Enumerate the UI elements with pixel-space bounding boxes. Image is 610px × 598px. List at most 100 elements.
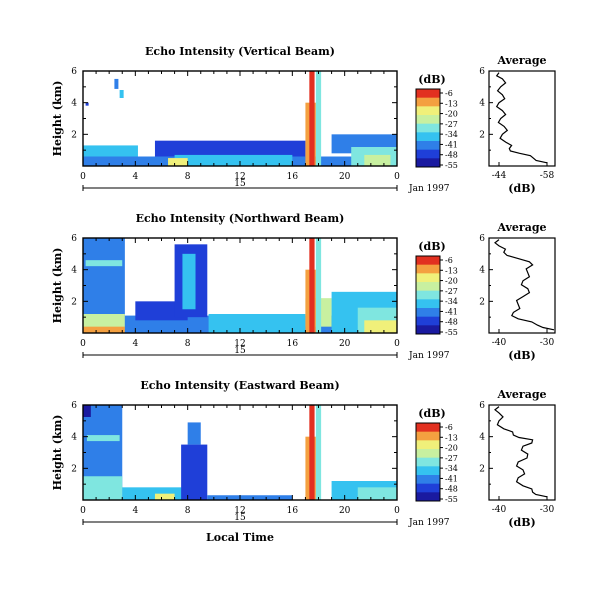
avg-y-tick-label: 2 [479,464,485,474]
avg-panel-2-frame [488,404,556,501]
colorbar-tick-label: -34 [445,130,458,139]
x-tick-label: 0 [80,339,86,349]
x-tick-label: 0 [394,172,400,182]
date-month-label: Jan 1997 [408,518,450,528]
colorbar-segment [416,308,440,318]
colorbar-unit: (dB) [418,407,445,420]
colorbar-tick-label: -27 [445,120,458,129]
avg-y-tick-label: 4 [479,433,485,443]
y-tick-label: 6 [71,401,77,411]
echo-patch [187,422,201,445]
colorbar-segment [416,483,440,493]
echo-patch [85,260,123,267]
colorbar-tick-label: -34 [445,297,458,306]
date-month-label: Jan 1997 [408,351,450,361]
x-tick-label: 16 [287,506,299,516]
panel-2-title: Echo Intensity (Eastward Beam) [140,379,339,392]
avg-panel-1-frame [488,237,556,334]
colorbar-tick-label: -41 [445,307,458,316]
avg-x-tick-label: -40 [492,338,507,348]
y-tick-label: 6 [71,234,77,244]
echo-patch [182,253,196,310]
colorbar-unit: (dB) [418,73,445,86]
colorbar-segment [416,316,440,326]
x-tick-label: 0 [80,506,86,516]
echo-patch [181,444,208,500]
x-tick-label: 0 [394,506,400,516]
y-tick-label: 2 [71,297,77,307]
colorbar-tick-label: -6 [445,89,453,98]
rain-column-edge [315,405,322,500]
colorbar-unit: (dB) [418,240,445,253]
colorbar-segment [416,115,440,125]
x-tick-label: 8 [185,339,191,349]
x-tick-label: 8 [185,172,191,182]
y-tick-label: 2 [71,464,77,474]
avg-x-tick-label: -40 [492,505,507,515]
colorbar-segment [416,290,440,300]
echo-patch [174,154,293,166]
colorbar-tick-label: -13 [445,433,458,442]
x-tick-label: 4 [132,339,138,349]
avg-panel-0-xlabel: (dB) [508,182,535,195]
colorbar-segment [416,256,440,266]
avg-x-tick-label: -58 [540,171,555,181]
avg-y-tick-label: 6 [479,67,485,77]
colorbar-frame [415,88,441,168]
colorbar-segment [416,449,440,459]
avg-x-tick-label: -30 [540,505,555,515]
avg-panel-1-xlabel: (dB) [508,349,535,362]
colorbar-segment [416,492,440,502]
avg-panel-2-xlabel: (dB) [508,516,535,529]
colorbar-segment [416,89,440,99]
echo-patch [357,487,397,500]
colorbar-segment [416,158,440,168]
x-tick-label: 0 [394,339,400,349]
rain-column-edge [315,71,322,166]
x-tick-label: 16 [287,172,299,182]
avg-panel-0-frame [488,70,556,167]
echo-patch [83,405,91,417]
colorbar-segment [416,264,440,274]
colorbar-frame [415,422,441,502]
colorbar-tick-label: -20 [445,277,458,286]
x-tick-label: 20 [339,172,351,182]
colorbar-tick-label: -55 [445,328,458,337]
colorbar-segment [416,97,440,107]
avg-y-tick-label: 6 [479,234,485,244]
avg-y-tick-label: 6 [479,401,485,411]
echo-patch [86,435,120,442]
colorbar-tick-label: -41 [445,140,458,149]
panel-2-ylabel: Height (km) [51,415,64,491]
colorbar-segment [416,282,440,292]
y-tick-label: 4 [71,433,77,443]
y-tick-label: 6 [71,67,77,77]
x-tick-label: 12 [234,506,245,516]
colorbar-segment [416,457,440,467]
avg-profile-line [494,406,548,498]
panel-1-echo-field [83,238,397,333]
colorbar-segment [416,106,440,116]
colorbar-segment [416,431,440,441]
avg-y-tick-label: 2 [479,297,485,307]
date-day-label: 15 [234,513,246,523]
avg-y-tick-label: 4 [479,266,485,276]
panel-1-ylabel: Height (km) [51,248,64,324]
colorbar-segment [416,466,440,476]
avg-panel-2-title: Average [496,388,546,401]
colorbar-tick-label: -48 [445,151,458,160]
echo-patch [168,158,188,166]
colorbar-tick-label: -13 [445,99,458,108]
x-tick-label: 12 [234,172,245,182]
avg-profile-line [495,72,548,164]
y-tick-label: 4 [71,99,77,109]
colorbar-segment [416,123,440,133]
date-day-label: 15 [234,346,246,356]
colorbar-segment [416,149,440,159]
colorbar-tick-label: -27 [445,287,458,296]
colorbar-tick-label: -27 [445,454,458,463]
avg-panel-0-title: Average [496,54,546,67]
rain-column-edge [315,238,322,333]
avg-profile-line [494,239,555,331]
